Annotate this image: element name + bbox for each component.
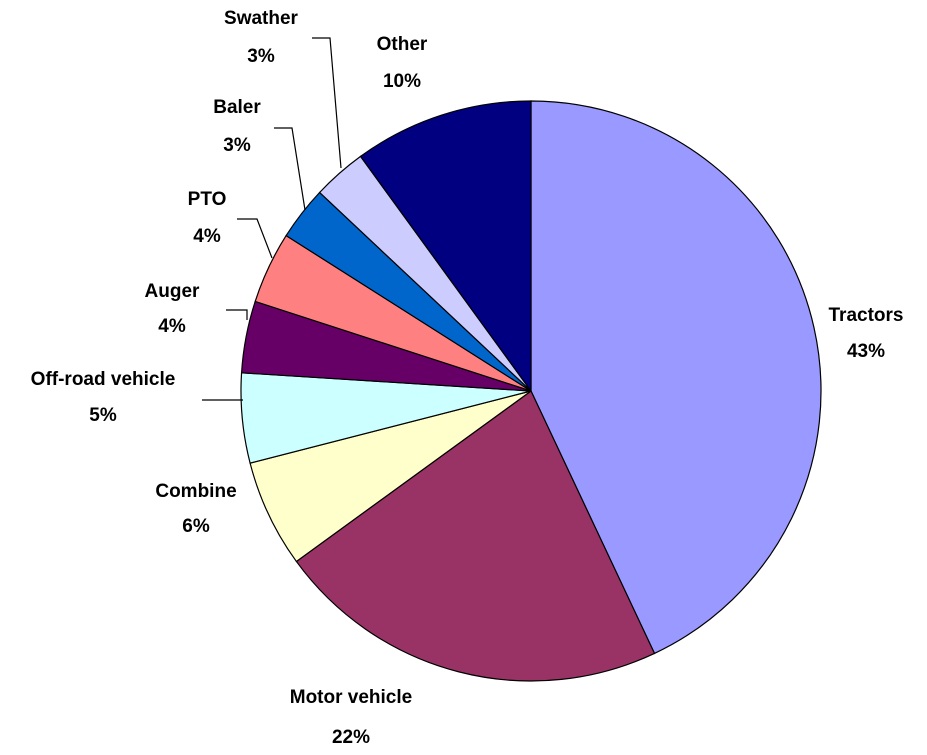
value-label: 4%	[158, 316, 186, 337]
pie-slice	[295, 390, 656, 682]
value-label: 10%	[383, 71, 421, 92]
slice-label: Other	[377, 34, 428, 55]
value-label: 43%	[847, 341, 885, 362]
slice-label: Off-road vehicle	[31, 369, 176, 390]
leader-line	[226, 309, 248, 320]
value-label: 4%	[193, 226, 221, 247]
value-label: 3%	[247, 46, 275, 67]
pie-slice	[530, 100, 822, 655]
value-label: 6%	[182, 516, 210, 537]
leader-line	[274, 127, 306, 211]
slice-label: Motor vehicle	[290, 687, 412, 708]
value-label: 5%	[89, 405, 117, 426]
value-label: 3%	[223, 135, 251, 156]
slice-label: Auger	[145, 281, 201, 302]
slice-label: Swather	[224, 8, 299, 29]
slice-label: Baler	[213, 97, 261, 118]
pie-slice	[359, 100, 532, 393]
slice-label: Tractors	[829, 305, 904, 326]
value-label: 22%	[332, 727, 370, 748]
slice-label: Combine	[155, 481, 236, 502]
leader-line	[237, 218, 273, 259]
leader-line	[312, 37, 342, 169]
slice-label: PTO	[188, 189, 227, 210]
